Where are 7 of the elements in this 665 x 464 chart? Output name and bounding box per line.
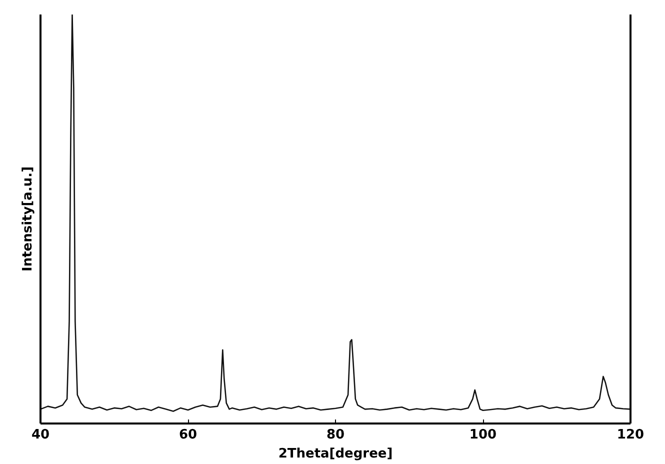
x-tick-label: 40	[31, 428, 50, 442]
y-axis-title: Intensity[a.u.]	[20, 166, 36, 272]
x-tick-label: 100	[469, 428, 497, 442]
x-tick-label: 80	[326, 428, 345, 442]
x-tick-label: 120	[616, 428, 644, 442]
x-axis-title: 2Theta[degree]	[278, 446, 393, 462]
x-tick-label: 60	[178, 428, 198, 442]
